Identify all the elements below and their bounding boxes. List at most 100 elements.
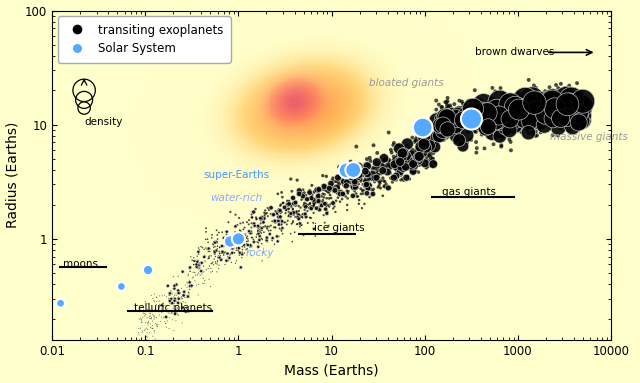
Point (478, 119, 488, 125)
Point (212, 269, 222, 275)
Point (573, 93, 584, 99)
Point (454, 137, 464, 143)
Point (136, 315, 146, 321)
Point (523, 124, 533, 131)
Point (305, 201, 315, 207)
Point (381, 181, 392, 187)
Point (348, 167, 358, 173)
Point (380, 179, 390, 185)
Point (438, 124, 449, 130)
Point (490, 126, 500, 132)
Point (561, 110, 572, 116)
Point (225, 244, 235, 250)
Point (196, 244, 206, 250)
Point (351, 179, 362, 185)
Point (571, 113, 581, 119)
Point (532, 123, 543, 129)
Point (502, 101, 512, 107)
Point (371, 169, 381, 175)
Point (406, 160, 417, 166)
Point (572, 96, 582, 102)
Point (486, 110, 497, 116)
Point (504, 136, 515, 142)
Point (523, 116, 533, 122)
Text: telluric planets: telluric planets (134, 303, 212, 313)
Point (511, 107, 522, 113)
Point (230, 211, 241, 218)
Point (451, 122, 461, 128)
Point (476, 102, 486, 108)
Point (410, 152, 420, 159)
Point (152, 298, 162, 304)
Point (363, 179, 373, 185)
Point (545, 120, 556, 126)
Point (520, 116, 530, 122)
Point (476, 98, 486, 105)
Point (495, 133, 505, 139)
Point (488, 117, 499, 123)
Point (297, 222, 307, 228)
Point (212, 236, 223, 242)
Point (545, 110, 555, 116)
Point (545, 115, 555, 121)
Point (476, 97, 486, 103)
Point (307, 203, 317, 209)
Point (343, 166, 353, 172)
Point (158, 300, 168, 306)
Point (536, 100, 547, 106)
Point (253, 228, 263, 234)
Point (227, 245, 237, 251)
Point (343, 172, 353, 178)
Point (492, 110, 502, 116)
Point (434, 101, 444, 108)
Text: density: density (84, 117, 122, 127)
Point (195, 272, 205, 278)
Point (214, 254, 225, 260)
Point (177, 296, 187, 302)
Point (312, 194, 322, 200)
Point (378, 167, 388, 173)
Point (454, 112, 464, 118)
Point (442, 122, 452, 128)
Point (565, 101, 575, 107)
Point (191, 272, 201, 278)
Point (393, 154, 403, 160)
Point (184, 290, 194, 296)
Point (240, 231, 250, 237)
Point (330, 187, 340, 193)
Point (134, 316, 144, 322)
Point (349, 183, 359, 189)
Point (550, 105, 560, 111)
Point (327, 185, 337, 191)
Point (342, 188, 352, 194)
Point (576, 88, 586, 95)
Point (420, 160, 430, 166)
Point (139, 307, 149, 313)
Point (488, 120, 498, 126)
Point (531, 128, 541, 134)
Point (194, 270, 204, 276)
Point (402, 151, 412, 157)
Point (266, 205, 276, 211)
Point (576, 95, 586, 101)
Point (300, 203, 310, 209)
Point (239, 236, 250, 242)
Point (416, 159, 426, 165)
Point (361, 165, 371, 171)
Point (520, 103, 531, 109)
Point (148, 311, 158, 318)
Point (458, 126, 468, 133)
Point (211, 238, 221, 244)
Point (346, 180, 356, 186)
Point (239, 233, 250, 239)
Point (551, 82, 561, 88)
Point (214, 265, 224, 272)
Point (308, 202, 319, 208)
Point (529, 82, 539, 88)
Point (255, 220, 266, 226)
Point (362, 163, 372, 169)
Point (412, 155, 422, 161)
Point (319, 194, 329, 200)
Point (520, 119, 531, 125)
Point (457, 98, 467, 105)
